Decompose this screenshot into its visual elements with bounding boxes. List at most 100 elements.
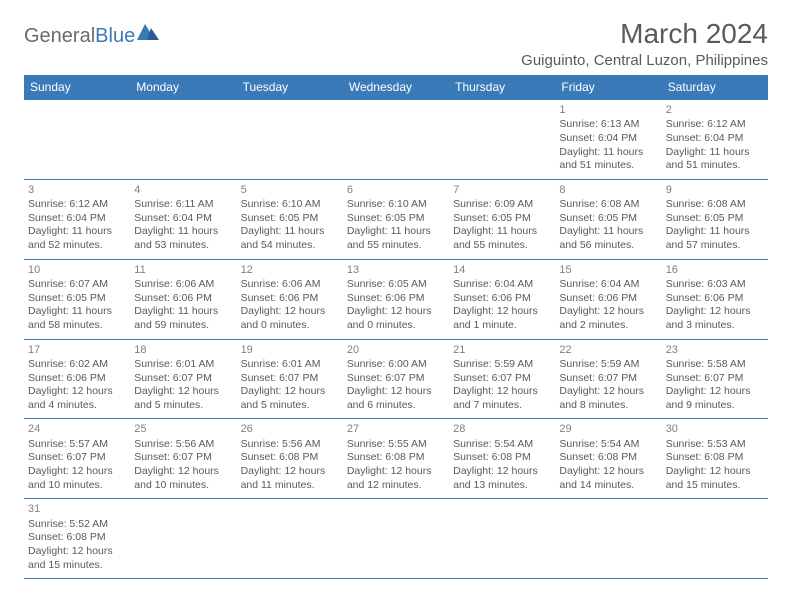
day-number: 25	[134, 422, 232, 436]
day-sunrise: Sunrise: 5:55 AM	[347, 438, 445, 452]
day-daylight2: and 2 minutes.	[559, 319, 657, 333]
sail-icon	[137, 24, 159, 40]
calendar-day-cell: 9Sunrise: 6:08 AMSunset: 6:05 PMDaylight…	[662, 179, 768, 259]
day-number: 13	[347, 263, 445, 277]
day-daylight2: and 12 minutes.	[347, 479, 445, 493]
day-number: 31	[28, 502, 126, 516]
calendar-day-cell: 13Sunrise: 6:05 AMSunset: 6:06 PMDayligh…	[343, 259, 449, 339]
day-daylight1: Daylight: 12 hours	[347, 465, 445, 479]
calendar-day-cell	[555, 499, 661, 579]
day-sunrise: Sunrise: 6:00 AM	[347, 358, 445, 372]
day-sunset: Sunset: 6:06 PM	[134, 292, 232, 306]
calendar-day-cell: 8Sunrise: 6:08 AMSunset: 6:05 PMDaylight…	[555, 179, 661, 259]
calendar-day-cell: 16Sunrise: 6:03 AMSunset: 6:06 PMDayligh…	[662, 259, 768, 339]
day-daylight2: and 57 minutes.	[666, 239, 764, 253]
day-sunset: Sunset: 6:08 PM	[347, 451, 445, 465]
day-sunset: Sunset: 6:06 PM	[666, 292, 764, 306]
calendar-week-row: 10Sunrise: 6:07 AMSunset: 6:05 PMDayligh…	[24, 259, 768, 339]
calendar-day-cell: 27Sunrise: 5:55 AMSunset: 6:08 PMDayligh…	[343, 419, 449, 499]
day-daylight2: and 58 minutes.	[28, 319, 126, 333]
day-daylight2: and 3 minutes.	[666, 319, 764, 333]
calendar-week-row: 31Sunrise: 5:52 AMSunset: 6:08 PMDayligh…	[24, 499, 768, 579]
day-sunset: Sunset: 6:07 PM	[666, 372, 764, 386]
day-daylight2: and 10 minutes.	[28, 479, 126, 493]
logo: GeneralBlue	[24, 24, 159, 48]
day-sunset: Sunset: 6:04 PM	[134, 212, 232, 226]
day-daylight1: Daylight: 11 hours	[666, 146, 764, 160]
calendar-day-cell: 19Sunrise: 6:01 AMSunset: 6:07 PMDayligh…	[237, 339, 343, 419]
day-daylight2: and 5 minutes.	[134, 399, 232, 413]
day-sunrise: Sunrise: 6:10 AM	[241, 198, 339, 212]
calendar-day-cell	[130, 100, 236, 180]
day-daylight1: Daylight: 12 hours	[241, 465, 339, 479]
day-number: 23	[666, 343, 764, 357]
day-number: 15	[559, 263, 657, 277]
calendar-day-cell	[343, 499, 449, 579]
day-daylight1: Daylight: 11 hours	[559, 225, 657, 239]
day-sunset: Sunset: 6:05 PM	[559, 212, 657, 226]
calendar-day-cell: 18Sunrise: 6:01 AMSunset: 6:07 PMDayligh…	[130, 339, 236, 419]
day-daylight1: Daylight: 11 hours	[347, 225, 445, 239]
day-number: 19	[241, 343, 339, 357]
day-sunrise: Sunrise: 6:04 AM	[559, 278, 657, 292]
day-daylight1: Daylight: 12 hours	[559, 385, 657, 399]
day-sunset: Sunset: 6:05 PM	[347, 212, 445, 226]
day-sunset: Sunset: 6:05 PM	[666, 212, 764, 226]
day-daylight2: and 51 minutes.	[559, 159, 657, 173]
calendar-week-row: 3Sunrise: 6:12 AMSunset: 6:04 PMDaylight…	[24, 179, 768, 259]
day-sunrise: Sunrise: 6:01 AM	[241, 358, 339, 372]
day-sunset: Sunset: 6:07 PM	[347, 372, 445, 386]
day-daylight2: and 4 minutes.	[28, 399, 126, 413]
day-daylight1: Daylight: 12 hours	[453, 305, 551, 319]
day-sunset: Sunset: 6:04 PM	[28, 212, 126, 226]
day-sunset: Sunset: 6:06 PM	[241, 292, 339, 306]
day-number: 17	[28, 343, 126, 357]
day-daylight2: and 14 minutes.	[559, 479, 657, 493]
day-sunset: Sunset: 6:05 PM	[241, 212, 339, 226]
logo-text-blue: Blue	[95, 25, 135, 48]
day-daylight2: and 55 minutes.	[453, 239, 551, 253]
day-daylight1: Daylight: 12 hours	[453, 385, 551, 399]
day-sunrise: Sunrise: 5:53 AM	[666, 438, 764, 452]
calendar-day-cell: 2Sunrise: 6:12 AMSunset: 6:04 PMDaylight…	[662, 100, 768, 180]
day-sunrise: Sunrise: 6:08 AM	[559, 198, 657, 212]
day-number: 20	[347, 343, 445, 357]
day-daylight2: and 52 minutes.	[28, 239, 126, 253]
day-daylight1: Daylight: 11 hours	[241, 225, 339, 239]
calendar-day-cell: 10Sunrise: 6:07 AMSunset: 6:05 PMDayligh…	[24, 259, 130, 339]
day-sunrise: Sunrise: 6:10 AM	[347, 198, 445, 212]
day-daylight2: and 9 minutes.	[666, 399, 764, 413]
day-daylight2: and 15 minutes.	[28, 559, 126, 573]
day-sunrise: Sunrise: 5:59 AM	[453, 358, 551, 372]
month-title: March 2024	[521, 18, 768, 50]
day-daylight1: Daylight: 11 hours	[453, 225, 551, 239]
day-header: Monday	[130, 75, 236, 100]
day-daylight2: and 55 minutes.	[347, 239, 445, 253]
day-daylight1: Daylight: 12 hours	[559, 305, 657, 319]
day-sunrise: Sunrise: 5:56 AM	[241, 438, 339, 452]
calendar-day-cell: 17Sunrise: 6:02 AMSunset: 6:06 PMDayligh…	[24, 339, 130, 419]
day-number: 3	[28, 183, 126, 197]
day-sunrise: Sunrise: 5:56 AM	[134, 438, 232, 452]
day-number: 1	[559, 103, 657, 117]
calendar-week-row: 17Sunrise: 6:02 AMSunset: 6:06 PMDayligh…	[24, 339, 768, 419]
day-daylight2: and 7 minutes.	[453, 399, 551, 413]
day-daylight1: Daylight: 12 hours	[241, 385, 339, 399]
day-daylight2: and 8 minutes.	[559, 399, 657, 413]
day-sunset: Sunset: 6:07 PM	[241, 372, 339, 386]
day-sunset: Sunset: 6:06 PM	[559, 292, 657, 306]
day-daylight2: and 13 minutes.	[453, 479, 551, 493]
calendar-day-cell: 20Sunrise: 6:00 AMSunset: 6:07 PMDayligh…	[343, 339, 449, 419]
day-sunset: Sunset: 6:07 PM	[559, 372, 657, 386]
day-daylight1: Daylight: 12 hours	[134, 385, 232, 399]
day-sunrise: Sunrise: 5:58 AM	[666, 358, 764, 372]
day-number: 11	[134, 263, 232, 277]
day-daylight1: Daylight: 12 hours	[28, 545, 126, 559]
day-sunset: Sunset: 6:08 PM	[666, 451, 764, 465]
day-daylight1: Daylight: 12 hours	[666, 465, 764, 479]
day-daylight1: Daylight: 12 hours	[347, 305, 445, 319]
day-number: 2	[666, 103, 764, 117]
day-sunrise: Sunrise: 6:03 AM	[666, 278, 764, 292]
day-number: 18	[134, 343, 232, 357]
day-daylight2: and 51 minutes.	[666, 159, 764, 173]
